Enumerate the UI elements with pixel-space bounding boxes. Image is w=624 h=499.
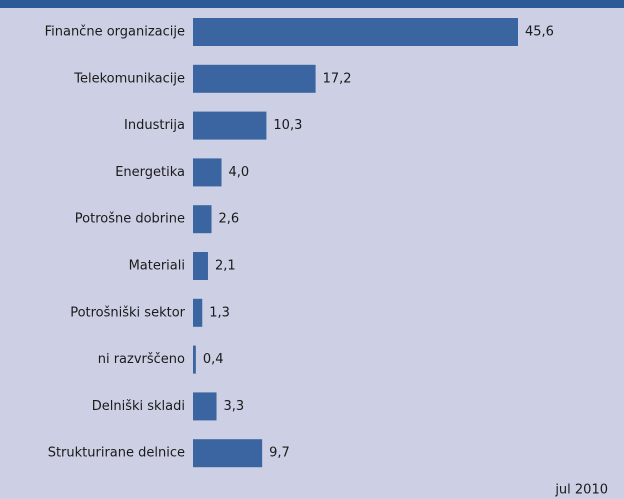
category-label: Telekomunikacije (73, 71, 185, 86)
bar (193, 298, 203, 327)
bar (193, 205, 212, 234)
category-label: Potrošne dobrine (75, 212, 185, 227)
title-band (0, 0, 624, 8)
value-label: 9,7 (269, 446, 290, 461)
bar (193, 64, 316, 93)
bar (193, 345, 196, 374)
category-label: Finančne organizacije (45, 25, 185, 40)
category-label: Potrošniški sektor (70, 305, 185, 320)
bar (193, 18, 518, 46)
category-label: ni razvrščeno (98, 352, 185, 367)
value-label: 1,3 (209, 305, 230, 320)
bar (193, 111, 267, 140)
value-label: 45,6 (525, 25, 554, 40)
category-label: Materiali (129, 259, 185, 274)
value-label: 4,0 (229, 165, 250, 180)
value-label: 3,3 (224, 399, 245, 414)
bar (193, 252, 208, 280)
value-label: 17,2 (323, 71, 352, 86)
category-label: Industrija (124, 118, 185, 133)
value-label: 10,3 (273, 118, 302, 133)
bar (193, 158, 222, 187)
category-label: Strukturirane delnice (48, 446, 185, 461)
value-label: 2,1 (215, 259, 236, 274)
value-label: 2,6 (219, 212, 240, 227)
bar (193, 392, 217, 421)
category-label: Energetika (115, 165, 185, 180)
value-label: 0,4 (203, 352, 224, 367)
note: jul 2010 (554, 483, 608, 498)
category-label: Delniški skladi (92, 399, 185, 414)
bar (193, 439, 263, 468)
